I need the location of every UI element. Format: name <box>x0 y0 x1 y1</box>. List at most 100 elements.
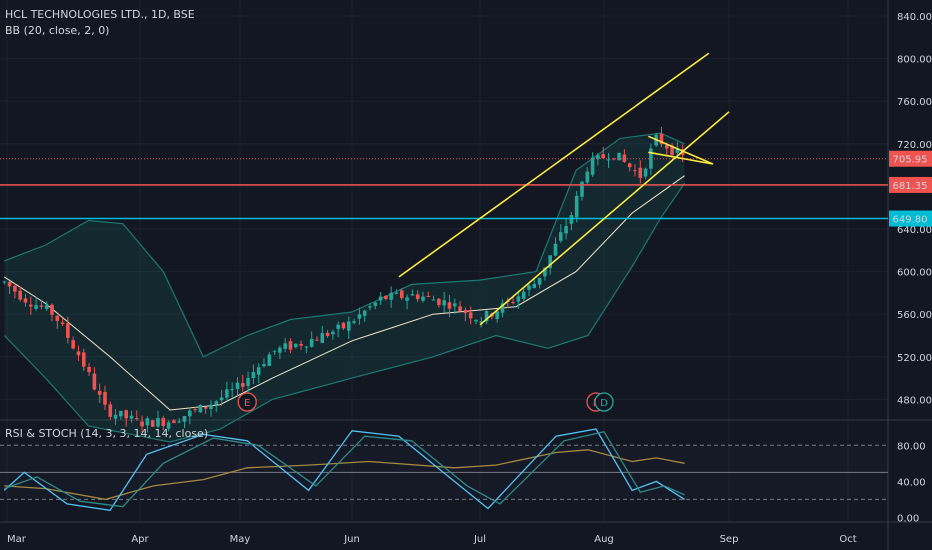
candle-body <box>664 144 669 149</box>
candle-body <box>134 418 139 420</box>
candle-body <box>611 158 616 160</box>
candle-body <box>378 296 383 301</box>
time-tick-label: Apr <box>131 534 149 545</box>
candle-body <box>331 331 335 335</box>
candle-body <box>638 167 643 178</box>
candle-body <box>553 243 558 256</box>
candle-body <box>357 314 362 319</box>
candle-body <box>320 333 325 343</box>
candle-body <box>145 418 150 426</box>
candle-body <box>601 154 605 159</box>
candle-body <box>415 294 420 300</box>
time-tick-label: Jun <box>343 534 360 545</box>
candle-body <box>267 354 272 366</box>
candle-body <box>60 322 65 324</box>
price-tick-label: 760.00 <box>897 97 932 108</box>
event-marker <box>237 392 257 412</box>
candle-body <box>129 415 134 419</box>
candle-body <box>394 292 399 294</box>
candle-body <box>590 157 595 175</box>
candle-body <box>452 303 457 307</box>
candle-body <box>293 343 298 348</box>
candle-body <box>596 155 600 160</box>
candle-body <box>150 420 155 427</box>
price-tick-label: 800.00 <box>897 55 932 66</box>
candle-body <box>13 285 17 292</box>
bollinger-basis-line <box>4 175 685 411</box>
time-tick-label: Aug <box>594 534 614 545</box>
candle-body <box>368 306 372 308</box>
candle-body <box>230 389 234 391</box>
candle-body <box>278 347 282 353</box>
candle-body <box>627 163 632 168</box>
candle-body <box>256 367 261 375</box>
candle-body <box>203 406 208 409</box>
trendline <box>648 135 714 165</box>
candle-body <box>44 305 49 309</box>
candle-body <box>336 324 340 330</box>
candle-body <box>325 332 330 336</box>
candle-body <box>643 168 648 177</box>
candle-body <box>564 226 568 234</box>
candle-body <box>23 298 28 303</box>
candle-body <box>34 305 38 309</box>
candle-body <box>172 420 176 424</box>
candle-body <box>580 181 584 197</box>
candle-body <box>617 152 621 161</box>
candle-body <box>76 351 81 356</box>
candle-body <box>532 284 537 289</box>
candle-body <box>119 410 123 417</box>
candle-body <box>511 302 515 304</box>
candle-body <box>304 346 309 348</box>
candle-body <box>2 281 7 283</box>
candle-body <box>500 303 505 313</box>
candle-body <box>166 422 171 429</box>
candle-body <box>421 296 425 301</box>
price-tick-label: 600.00 <box>897 268 932 279</box>
last-price-tag: 705.95 <box>893 155 928 166</box>
candle-body <box>484 311 489 322</box>
bollinger-fill <box>4 133 685 442</box>
candle-body <box>442 300 446 306</box>
level-price-tag-bg <box>889 210 932 227</box>
candle-body <box>458 306 462 311</box>
candle-body <box>527 285 531 290</box>
candle-body <box>124 410 128 419</box>
candle-body <box>585 171 590 183</box>
candle-body <box>548 255 552 268</box>
candle-body <box>55 315 60 321</box>
candle-body <box>97 390 102 395</box>
candle-body <box>140 421 144 427</box>
candle-body <box>558 232 563 241</box>
candle-body <box>516 296 521 302</box>
candle-body <box>362 310 367 316</box>
stoch_k-line <box>3 428 685 512</box>
candle-body <box>405 297 409 301</box>
stoch_d-line <box>4 430 685 508</box>
candle-body <box>670 145 674 155</box>
candle-body <box>649 148 653 169</box>
candle-body <box>240 383 245 387</box>
candle-body <box>543 267 547 277</box>
candle-body <box>28 304 33 307</box>
candle-body <box>675 148 680 153</box>
candle-body <box>156 418 160 427</box>
candle-body <box>521 291 526 299</box>
candle-body <box>373 302 378 306</box>
price-tick-label: 480.00 <box>897 395 932 406</box>
candle-body <box>219 397 224 401</box>
candle-body <box>606 159 611 161</box>
candle-body <box>39 305 44 307</box>
candle-body <box>399 290 404 298</box>
candle-body <box>87 366 91 373</box>
event-marker-label: D <box>600 398 608 409</box>
candle-body <box>209 404 213 410</box>
candle-body <box>198 404 203 413</box>
candle-body <box>66 323 70 338</box>
price-tick-label: 840.00 <box>897 12 932 23</box>
candle-body <box>574 195 579 218</box>
candle-body <box>214 401 219 405</box>
candle-body <box>426 295 431 297</box>
candle-body <box>309 339 314 347</box>
